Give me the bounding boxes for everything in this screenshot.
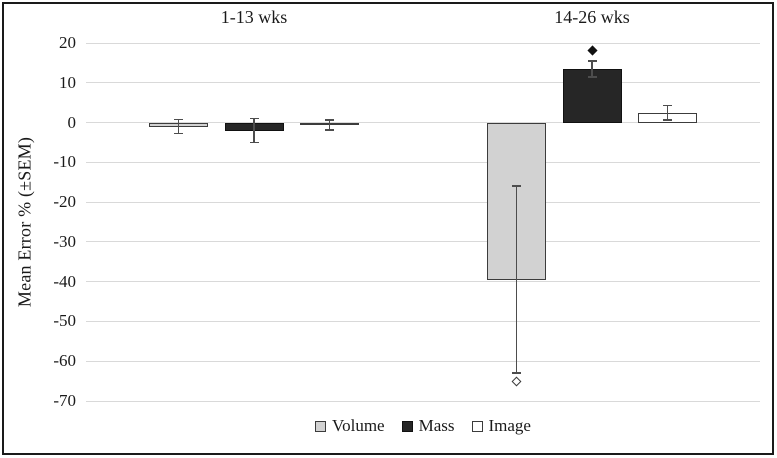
gridline (86, 201, 760, 203)
error-bar-cap-top-mass-1-13-wks (249, 117, 259, 120)
error-bar-volume-14-26-wks (515, 186, 518, 374)
error-bar-cap-bottom-mass-14-26-wks (587, 76, 597, 78)
error-bar-cap-top-volume-1-13-wks (174, 118, 183, 121)
error-bar-image-14-26-wks (666, 105, 669, 120)
legend: Volume Mass Image (86, 413, 760, 439)
y-tick-label: -60 (53, 351, 76, 371)
y-tick-label: -50 (53, 311, 76, 331)
error-bar-cap-bottom-image-1-13-wks (325, 129, 334, 131)
filled-diamond-marker-mass-14-26-wks (587, 46, 597, 56)
error-bar-cap-bottom-volume-1-13-wks (174, 132, 183, 135)
y-tick-label: 0 (67, 112, 77, 132)
y-tick-label: -30 (53, 231, 76, 251)
legend-item-volume: Volume (315, 416, 385, 436)
error-bar-cap-bottom-mass-1-13-wks (249, 141, 259, 144)
y-tick-label: -40 (53, 271, 76, 291)
legend-label-image: Image (488, 416, 531, 435)
group-title-14-26-wks: 14-26 wks (554, 7, 630, 27)
y-axis-title: Mean Error % (±SEM) (14, 136, 35, 308)
gridline (86, 241, 760, 243)
legend-item-mass: Mass (401, 416, 455, 436)
open-diamond-marker-volume-14-26-wks (511, 376, 522, 387)
gridline (86, 42, 760, 44)
gridline (86, 122, 760, 124)
legend-swatch-image (471, 420, 483, 432)
y-tick-label: 20 (59, 33, 76, 52)
legend-swatch-mass (401, 420, 413, 432)
gridline (86, 360, 760, 362)
error-bar-cap-top-volume-14-26-wks (512, 185, 521, 187)
error-bar-cap-top-mass-14-26-wks (587, 60, 597, 62)
error-bar-volume-1-13-wks (177, 119, 180, 134)
error-bar-mass-1-13-wks (253, 118, 255, 143)
y-tick-label: -70 (53, 391, 76, 410)
legend-label-volume: Volume (332, 416, 385, 435)
legend-swatch-volume (315, 420, 327, 432)
legend-label-mass: Mass (418, 416, 455, 435)
y-tick-label: -20 (53, 192, 76, 212)
group-title-1-13-wks: 1-13 wks (220, 7, 288, 27)
gridline (86, 82, 760, 84)
error-bar-cap-top-image-14-26-wks (663, 104, 672, 107)
y-tick-label: -10 (53, 152, 76, 172)
y-tick-label: 10 (59, 72, 76, 92)
gridline (86, 400, 760, 402)
gridline (86, 161, 760, 163)
error-bar-cap-top-image-1-13-wks (325, 119, 334, 121)
legend-item-image: Image (471, 416, 531, 436)
error-bar-image-1-13-wks (328, 119, 331, 131)
error-bar-cap-bottom-volume-14-26-wks (512, 372, 521, 374)
gridline (86, 320, 760, 322)
error-bar-mass-14-26-wks (591, 60, 593, 77)
error-bar-cap-bottom-image-14-26-wks (663, 119, 672, 121)
gridline (86, 281, 760, 283)
